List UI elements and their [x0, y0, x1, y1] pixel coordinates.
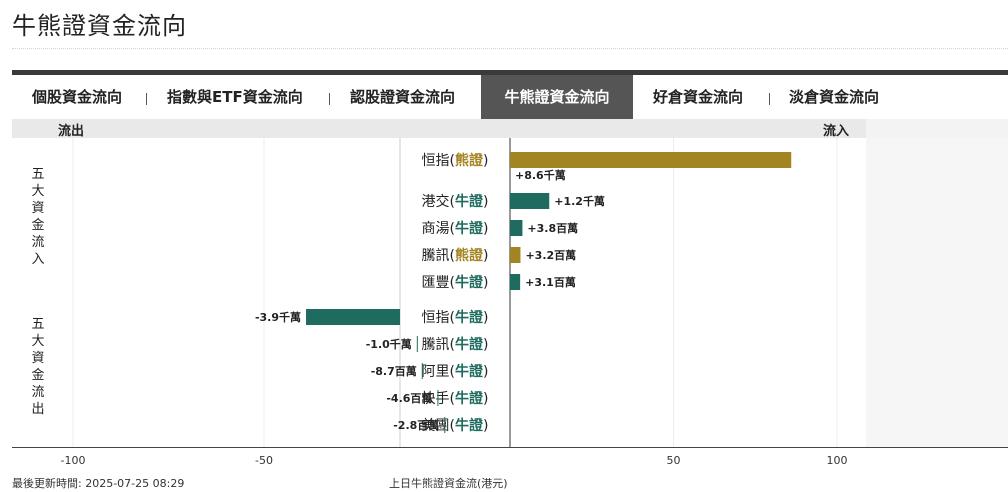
tab-bar: 個股資金流向 指數與ETF資金流向 認股證資金流向 牛熊證資金流向 好倉資金流向…: [12, 70, 1008, 123]
top5-inflow-label: 五大資金流入: [31, 167, 45, 267]
bar: [421, 363, 423, 379]
bar: [437, 390, 439, 406]
chart-side-panel: [866, 138, 1008, 447]
category-label: 匯豐(牛證): [422, 274, 489, 291]
x-tick-label: 100: [827, 454, 848, 467]
flow-header: 流出 流入: [12, 119, 866, 139]
last-updated-text: 最後更新時間: 2025-07-25 08:29: [12, 477, 185, 490]
category-label: 恒指(牛證): [422, 309, 489, 326]
data-label: +3.2百萬: [525, 248, 576, 262]
outflow-label: 流出: [58, 124, 85, 139]
bar: [510, 274, 521, 290]
category-label: 商湯(牛證): [422, 220, 489, 237]
bar: [510, 247, 521, 263]
category-label: 美團(牛證): [422, 417, 489, 434]
data-label: -3.9千萬: [255, 310, 301, 324]
data-label: -2.8百萬: [393, 418, 439, 432]
top5-outflow-label: 五大資金流出: [31, 317, 45, 417]
tab-warrant-flow[interactable]: 認股證資金流向: [350, 88, 456, 106]
bar: [510, 193, 550, 209]
data-label: +8.6千萬: [515, 168, 566, 182]
category-label: 阿里(牛證): [422, 363, 489, 380]
x-axis-line: [12, 447, 1008, 448]
tab-separator: [769, 93, 770, 105]
x-tick-label: -50: [255, 454, 273, 467]
category-label: 恒指(熊證): [422, 152, 489, 169]
x-axis-title: 上日牛熊證資金流(港元): [389, 477, 508, 490]
category-label: 騰訊(熊證): [422, 247, 489, 264]
bar: [416, 336, 418, 352]
x-tick-label: 50: [667, 454, 681, 467]
data-label: +3.1百萬: [525, 275, 576, 289]
tab-stock-flow[interactable]: 個股資金流向: [32, 88, 123, 106]
category-label-column: [400, 138, 510, 447]
tab-long-flow[interactable]: 好倉資金流向: [653, 88, 744, 106]
flow-header-extension: [866, 119, 1008, 138]
inflow-label: 流入: [823, 124, 850, 139]
data-label: -1.0千萬: [366, 337, 412, 351]
tab-separator: [329, 93, 330, 105]
bar: [510, 152, 792, 168]
x-tick-label: -100: [61, 454, 86, 467]
tab-short-flow[interactable]: 淡倉資金流向: [789, 88, 880, 106]
data-label: -4.6百萬: [386, 391, 432, 405]
tab-index-etf-flow[interactable]: 指數與ETF資金流向: [167, 88, 303, 106]
data-label: -8.7百萬: [371, 364, 417, 378]
category-label: 快手(牛證): [422, 390, 489, 407]
data-label: +3.8百萬: [527, 221, 578, 235]
bar: [306, 309, 400, 325]
page-title: 牛熊證資金流向: [12, 12, 187, 40]
data-label: +1.2千萬: [554, 194, 605, 208]
category-label: 港交(牛證): [422, 193, 489, 210]
title-divider: [12, 48, 1008, 49]
tab-cbbc-flow[interactable]: 牛熊證資金流向: [481, 75, 633, 119]
tab-separator: [146, 93, 147, 105]
category-label: 騰訊(牛證): [422, 336, 489, 353]
bar: [510, 220, 523, 236]
bar: [444, 417, 446, 433]
